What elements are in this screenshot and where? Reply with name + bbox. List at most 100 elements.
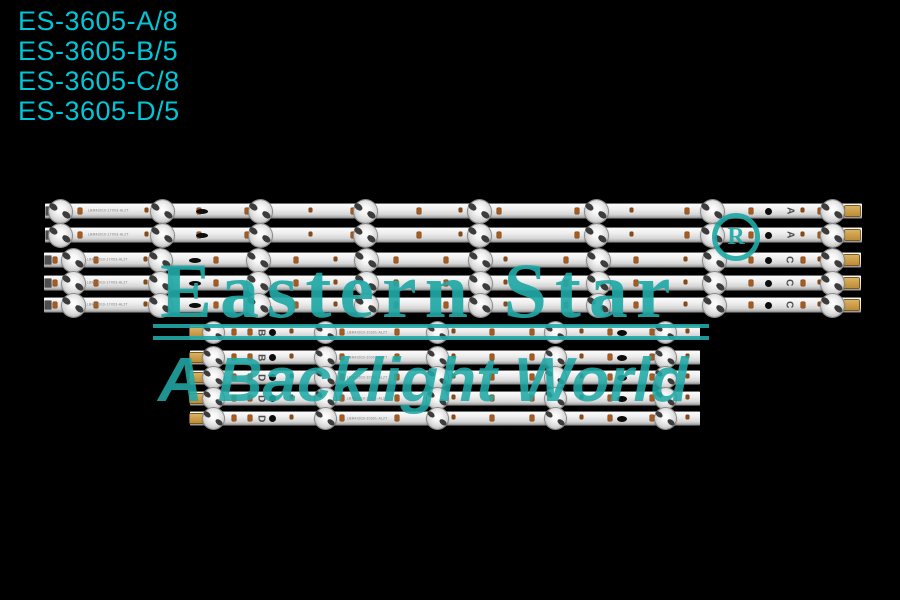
led-lens [584,199,608,223]
resistor-component [580,374,583,379]
resistor-component [340,415,344,422]
resistor-component [818,301,821,306]
mounting-hole [617,329,627,336]
resistor-component [650,415,654,422]
led-lens [820,223,844,247]
resistor-component [564,256,568,263]
resistor-component [490,374,494,381]
resistor-component [394,279,398,286]
resistor-component [801,279,805,286]
resistor-component [144,301,147,306]
led-lens [150,199,174,223]
strip-part-marking: LBM43010-20301-AL2T [347,416,388,421]
led-lens [314,347,336,368]
resistor-component [294,279,298,286]
resistor-component [53,256,57,263]
locating-dot [268,415,276,422]
led-lens [654,408,676,429]
resistor-component [459,231,462,236]
resistor-component [504,301,507,306]
resistor-component [490,415,494,422]
resistor-component [580,329,583,334]
strip-letter-marking: A [784,207,796,215]
locating-dot [268,354,276,361]
strip-letter-marking: A [784,231,796,239]
led-lens [544,347,566,368]
resistor-component [248,374,252,381]
resistor-component [608,329,612,336]
mounting-hole [196,232,208,238]
strip-part-marking: LBM43010-20301-AL2T [347,375,388,380]
resistor-component [801,231,804,236]
resistor-component [490,395,494,402]
locating-dot [268,395,276,402]
mounting-hole [617,415,627,422]
resistor-component [94,256,98,263]
led-lens [820,199,844,223]
resistor-component [530,395,534,402]
resistor-component [294,256,298,263]
resistor-component [94,301,98,308]
resistor-component [685,231,689,238]
led-lens [353,223,377,247]
resistor-component [214,256,218,263]
resistor-component [232,395,236,402]
resistor-component [309,231,312,236]
strip-part-marking: LBM43010-17X03-AL2T [87,258,128,262]
led-lens [654,388,676,409]
led-lens [584,223,608,247]
resistor-component [452,395,455,400]
led-lens [353,199,377,223]
resistor-component [650,374,654,381]
resistor-component [686,415,689,420]
resistor-component [630,207,633,212]
mounting-hole [189,257,201,263]
locating-dot [764,231,772,239]
resistor-component [309,207,312,212]
resistor-component [634,301,638,308]
resistor-component [504,256,507,261]
led-lens [314,388,336,409]
resistor-component [608,415,612,422]
resistor-component [459,207,462,212]
mounting-hole [189,280,201,286]
strip-part-marking: LBM43010-17X03-AL2T [87,281,128,285]
part-number-b: ES-3605-B/5 [18,36,179,66]
mounting-hole [189,302,201,308]
resistor-component [340,354,344,361]
strip-connector [190,372,203,382]
resistor-component [232,374,236,381]
registered-trademark-icon: R [712,213,760,261]
led-lens [426,347,448,368]
resistor-component [334,256,337,261]
resistor-component [394,256,398,263]
locating-dot [764,279,772,287]
led-lens [48,199,72,223]
led-strip: C LBM43010-17X03-AL2T [44,293,861,317]
led-lens [586,248,610,272]
resistor-component [248,329,252,336]
led-lens [202,347,224,368]
led-strip: A LBM43010-17X03-AL2T [45,199,862,223]
watermark-underline [153,324,709,328]
resistor-component [801,207,804,212]
resistor-component [608,354,612,361]
part-number-list: ES-3605-A/8 ES-3605-B/5 ES-3605-C/8 ES-3… [18,6,180,126]
resistor-component [53,279,57,286]
strip-connector [190,352,203,362]
resistor-component [685,207,689,214]
led-lens [700,199,724,223]
strip-connector [845,206,860,216]
resistor-component [395,415,399,422]
resistor-component [290,374,293,379]
resistor-component [686,374,689,379]
led-lens [586,271,610,295]
led-lens [820,271,844,295]
resistor-component [684,256,687,261]
led-strip: C LBM43010-17X03-AL2T [44,271,861,295]
watermark-underline [153,336,709,340]
resistor-component [248,354,252,361]
resistor-component [684,301,687,306]
resistor-component [490,354,494,361]
